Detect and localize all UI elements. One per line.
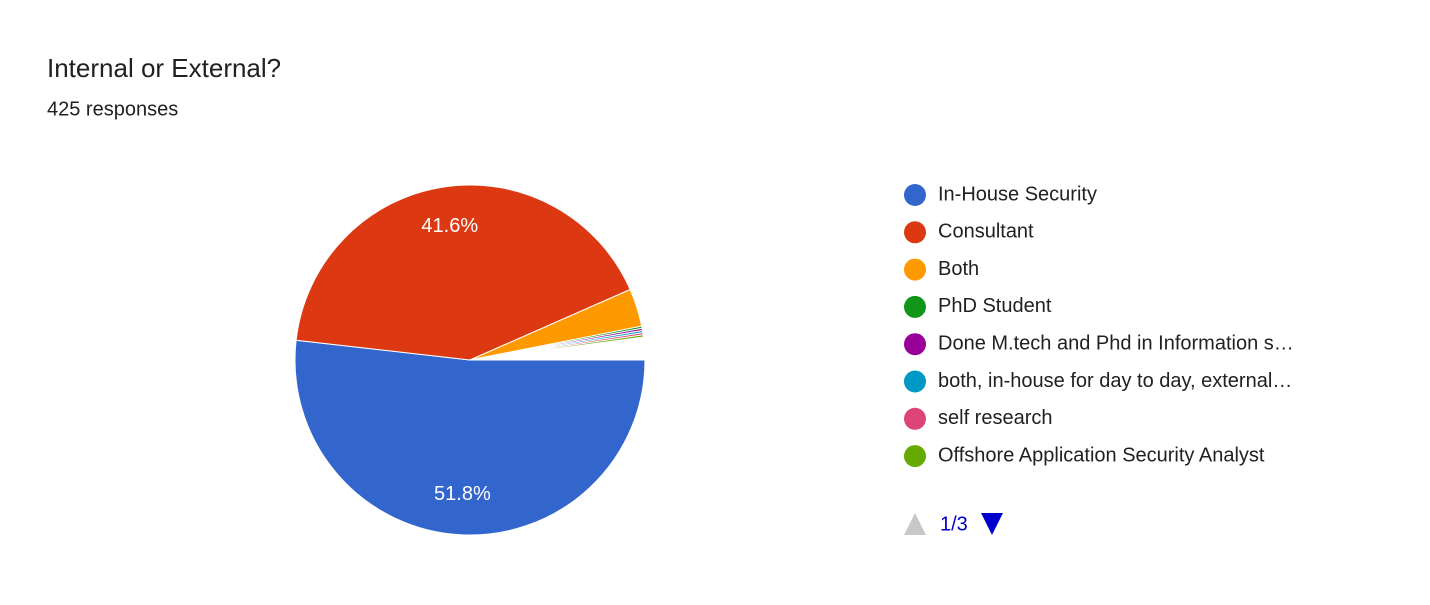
legend-pager: 1/3	[904, 513, 1003, 535]
legend-label: Both	[938, 258, 979, 280]
chart-title: Internal or External?	[47, 53, 281, 83]
legend-marker	[904, 407, 926, 430]
pager-prev[interactable]	[904, 513, 926, 535]
legend-label: Done M.tech and Phd in Information s…	[938, 332, 1294, 354]
legend-label: self research	[938, 407, 1053, 429]
legend-marker	[904, 445, 926, 468]
legend-marker	[904, 258, 926, 281]
pie-slice	[294, 339, 646, 536]
legend-label: Consultant	[938, 221, 1034, 243]
pie-slice	[469, 334, 645, 361]
chart-subtitle: 425 responses	[47, 98, 178, 120]
legend-marker	[904, 295, 926, 318]
legend-label: In-House Security	[938, 183, 1097, 205]
legend-marker	[904, 184, 926, 206]
pager-next[interactable]	[981, 513, 1003, 535]
slice-label: 51.8%	[434, 483, 491, 505]
pie-slice	[295, 184, 631, 361]
pager-label: 1/3	[940, 513, 968, 535]
legend-label: Offshore Application Security Analyst	[938, 444, 1265, 466]
slice-label: 41.6%	[421, 215, 478, 237]
legend-label: both, in-house for day to day, external…	[938, 370, 1292, 392]
legend-label: PhD Student	[938, 295, 1052, 317]
legend-marker	[904, 221, 926, 244]
legend-marker	[904, 370, 926, 393]
legend-marker	[904, 333, 926, 356]
